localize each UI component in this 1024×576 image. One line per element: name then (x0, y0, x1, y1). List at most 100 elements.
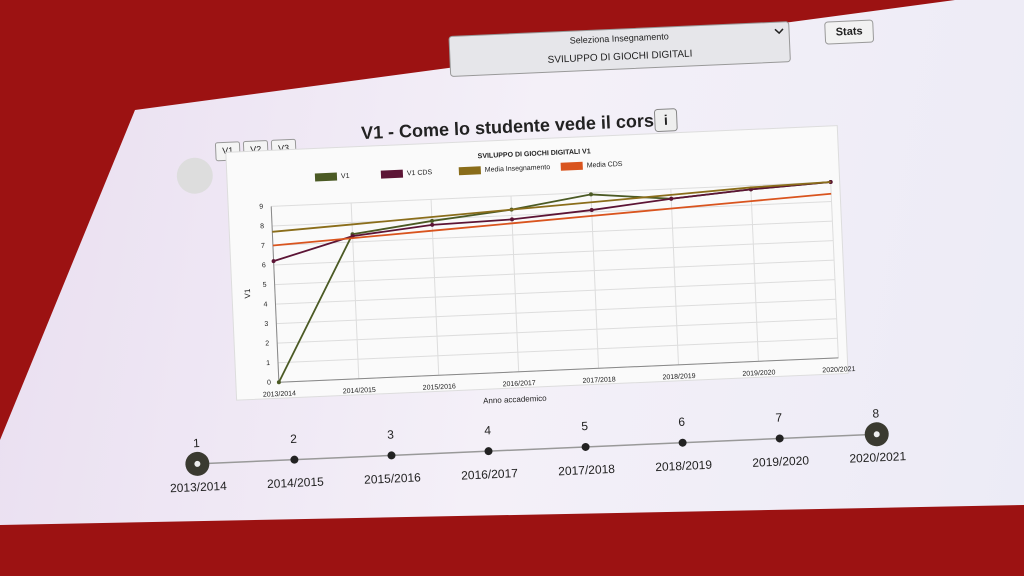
select-label: Seleziona Insegnamento (570, 31, 669, 45)
series-point (669, 196, 674, 201)
timeline-node[interactable] (387, 451, 396, 460)
grid-line-vertical (670, 188, 680, 365)
legend-label: Media Insegnamento (485, 164, 551, 174)
select-box[interactable] (448, 21, 791, 77)
course-select[interactable]: Seleziona Insegnamento SVILUPPO DI GIOCH… (448, 21, 791, 77)
chart-panel (225, 125, 849, 401)
timeline-label: 2018/2019 (655, 458, 713, 474)
grid-line (274, 259, 835, 286)
grid-line (273, 240, 834, 266)
y-axis-label: V1 (243, 288, 252, 299)
timeline-label: 2015/2016 (364, 470, 422, 486)
timeline-number: 6 (678, 415, 686, 429)
legend-label: V1 CDS (407, 169, 433, 177)
timeline-label: 2013/2014 (170, 479, 228, 495)
timeline-node-center (873, 431, 880, 438)
series-point (271, 259, 276, 264)
info-button-label: i (664, 112, 669, 128)
x-tick-label: 2019/2020 (742, 369, 775, 377)
info-button[interactable] (653, 108, 678, 132)
y-tick-label: 1 (266, 360, 270, 367)
timeline-node[interactable] (775, 434, 784, 443)
y-axis (270, 206, 280, 383)
timeline-number: 1 (193, 436, 201, 450)
tab-label: V2 (250, 144, 261, 154)
y-tick-label: 8 (260, 223, 264, 230)
y-tick-label: 9 (259, 204, 263, 211)
grid-line (271, 181, 831, 207)
legend-swatch (314, 172, 338, 182)
grid-line-vertical (430, 199, 440, 376)
timeline-number: 2 (290, 432, 298, 446)
stats-button[interactable] (824, 19, 874, 45)
year-timeline: 1 2013/2014 2 2014/2015 3 2015/2016 4 2016/2017… (170, 406, 907, 495)
grid-line-vertical (750, 185, 759, 362)
tab-label: V3 (278, 143, 289, 153)
timeline-label: 2014/2015 (267, 475, 325, 491)
legend-label: Media CDS (587, 161, 623, 170)
legend-swatch (380, 169, 404, 179)
y-tick-label: 5 (263, 282, 267, 289)
timeline-track (197, 433, 877, 465)
x-tick-label: 2014/2015 (343, 387, 376, 395)
x-axis-label: Anno accademico (483, 394, 547, 406)
grid-line (272, 201, 832, 227)
stats-button-label: Stats (835, 25, 862, 38)
x-tick-label: 2015/2016 (423, 383, 456, 391)
app-content: Seleziona Insegnamento SVILUPPO DI GIOCH… (170, 19, 907, 495)
series-point (588, 192, 593, 197)
series-point (276, 380, 281, 385)
series-point (510, 217, 515, 222)
chart: SVILUPPO DI GIOCHI DIGITALI V1 V1 Anno a… (225, 125, 856, 406)
grid-line (277, 318, 837, 344)
legend-label: V1 (341, 173, 350, 180)
series-line (272, 181, 831, 233)
y-tick-label: 3 (264, 321, 268, 328)
y-tick-label: 7 (261, 243, 265, 250)
timeline-node[interactable] (484, 447, 493, 456)
grid-line (275, 279, 835, 305)
select-arrow (774, 28, 784, 35)
legend-swatch (560, 161, 583, 171)
timeline-number: 4 (484, 423, 492, 437)
legend-swatch (458, 166, 482, 176)
grid-line (278, 337, 838, 364)
series-line (272, 192, 832, 247)
grid-line (276, 298, 836, 325)
y-tick-label: 2 (265, 340, 269, 347)
y-tick-label: 6 (262, 262, 266, 269)
y-tick-label: 4 (263, 301, 267, 308)
timeline-number: 7 (775, 411, 783, 425)
timeline-node[interactable] (581, 442, 590, 451)
series-line (273, 181, 831, 262)
timeline-label: 2020/2021 (849, 449, 907, 465)
x-tick-label: 2016/2017 (503, 380, 536, 388)
y-tick-label: 0 (267, 379, 271, 386)
timeline-number: 8 (872, 406, 880, 420)
timeline-number: 5 (581, 419, 589, 433)
timeline-number: 3 (387, 427, 395, 441)
x-axis (278, 357, 839, 383)
grid-line (272, 220, 833, 246)
loader-icon (176, 157, 213, 194)
x-tick-label: 2018/2019 (662, 373, 695, 381)
timeline-node[interactable] (290, 455, 299, 464)
grid-line-vertical (510, 195, 520, 372)
chart-title: SVILUPPO DI GIOCHI DIGITALI V1 (478, 148, 591, 160)
timeline-label: 2016/2017 (461, 466, 519, 482)
grid-line-vertical (590, 192, 600, 369)
x-tick-label: 2013/2014 (263, 390, 296, 398)
series-point (589, 208, 594, 213)
timeline-node[interactable] (678, 438, 687, 447)
timeline-node-center (194, 460, 201, 467)
series-point (429, 218, 434, 223)
tab-label: V1 (222, 145, 233, 155)
x-tick-label: 2020/2021 (822, 366, 855, 374)
timeline-label: 2017/2018 (558, 462, 616, 478)
timeline-label: 2019/2020 (752, 453, 810, 469)
x-tick-label: 2017/2018 (582, 376, 615, 384)
grid-line-vertical (830, 181, 839, 358)
series-point (430, 222, 435, 227)
